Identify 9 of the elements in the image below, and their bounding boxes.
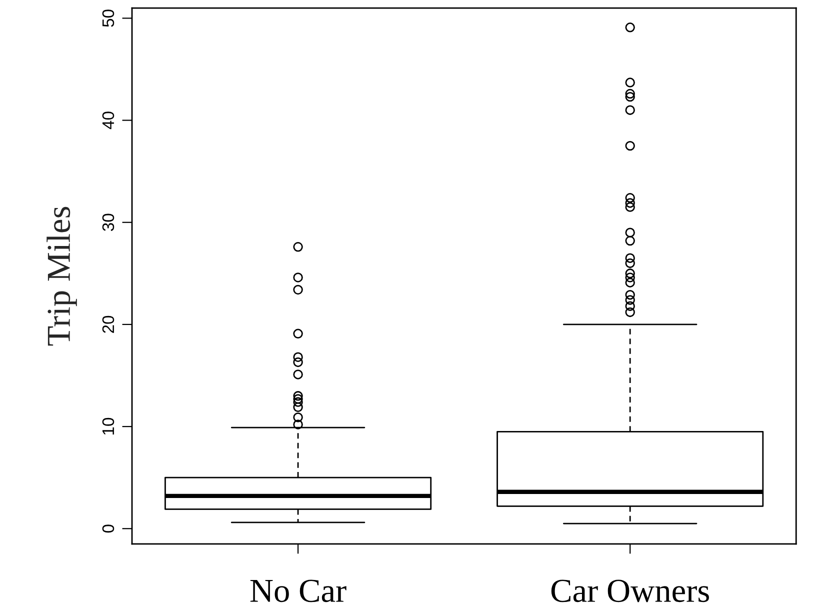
x-tick-label: Car Owners (551, 580, 709, 602)
x-tick-label: No Car (250, 580, 346, 602)
y-axis-title: Trip Miles (46, 206, 77, 346)
y-tick-label: 50 (102, 10, 114, 27)
y-tick-label: 0 (102, 524, 114, 533)
y-tick-label: 30 (102, 214, 114, 232)
y-tick-label: 40 (102, 112, 114, 130)
y-tick-label: 20 (102, 316, 114, 333)
y-tick-label: 10 (102, 418, 114, 435)
